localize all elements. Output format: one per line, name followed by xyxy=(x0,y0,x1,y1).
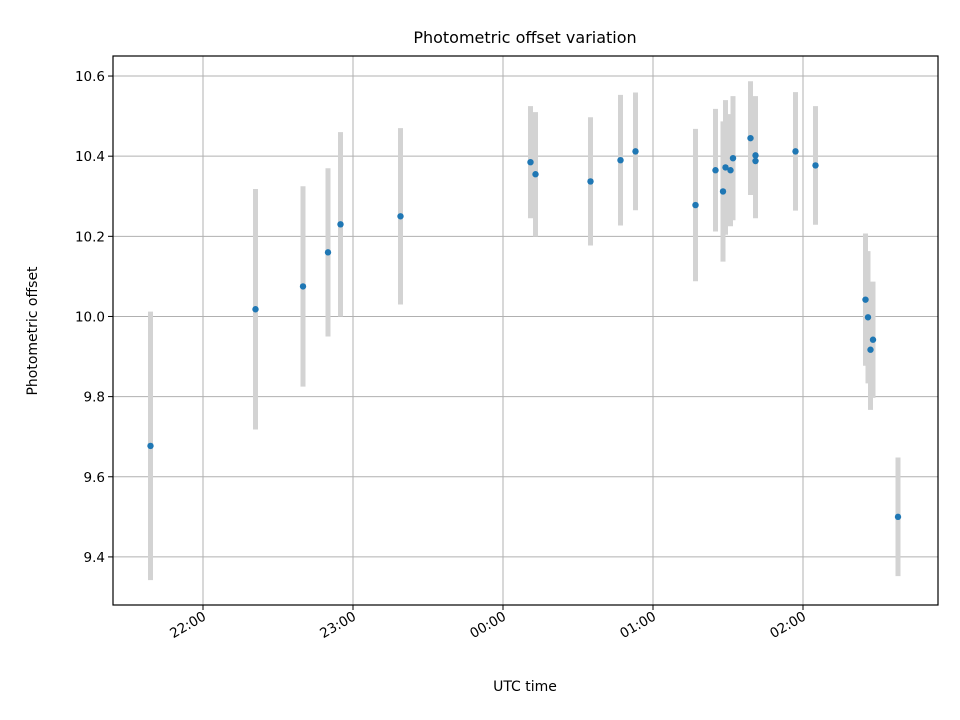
data-point xyxy=(722,164,729,171)
grid xyxy=(113,56,938,605)
data-point xyxy=(712,167,719,174)
y-axis: 9.4 9.6 9.8 10.0 10.2 10.4 10.6 xyxy=(75,69,113,566)
y-tick-label: 9.6 xyxy=(84,470,105,486)
data-point xyxy=(792,148,799,155)
plot-frame xyxy=(112,55,939,606)
data-point xyxy=(337,221,344,228)
data-point xyxy=(252,306,259,313)
data-point xyxy=(147,442,154,450)
data-point xyxy=(532,171,539,178)
data-point xyxy=(617,156,624,164)
data-point xyxy=(752,152,759,159)
y-tick-label: 9.8 xyxy=(84,390,105,406)
y-tick-label: 10.0 xyxy=(75,309,105,325)
y-tick-label: 10.4 xyxy=(75,149,105,165)
data-point xyxy=(727,167,734,174)
data-point xyxy=(397,213,404,220)
chart-title: Photometric offset variation xyxy=(413,28,636,47)
data-point xyxy=(894,513,902,521)
y-tick-label: 9.4 xyxy=(84,550,105,566)
x-tick-label: 02:00 xyxy=(767,609,809,642)
data-point xyxy=(869,336,877,343)
y-tick-label: 10.6 xyxy=(75,69,105,85)
y-axis-label: Photometric offset xyxy=(25,266,41,396)
x-axis: 22:00 23:00 00:00 01:00 02:00 xyxy=(167,605,809,642)
data-point xyxy=(324,249,332,256)
data-point xyxy=(527,158,534,166)
data-point xyxy=(632,148,639,155)
x-tick-label: 23:00 xyxy=(317,609,359,642)
y-tick-label: 10.2 xyxy=(75,229,105,245)
data-point xyxy=(862,296,869,303)
data-point xyxy=(719,188,727,195)
data-point xyxy=(729,154,737,162)
x-tick-label: 00:00 xyxy=(467,609,509,642)
data-point xyxy=(867,346,874,353)
data-point xyxy=(692,201,699,209)
data-point xyxy=(812,162,819,169)
data-point xyxy=(747,134,754,142)
data-points xyxy=(147,134,902,521)
x-tick-label: 22:00 xyxy=(167,609,209,642)
data-point xyxy=(752,157,759,165)
x-tick-label: 01:00 xyxy=(617,609,659,642)
data-point xyxy=(299,283,307,290)
data-point xyxy=(587,178,594,185)
data-point xyxy=(864,314,872,321)
x-axis-label: UTC time xyxy=(493,679,557,695)
